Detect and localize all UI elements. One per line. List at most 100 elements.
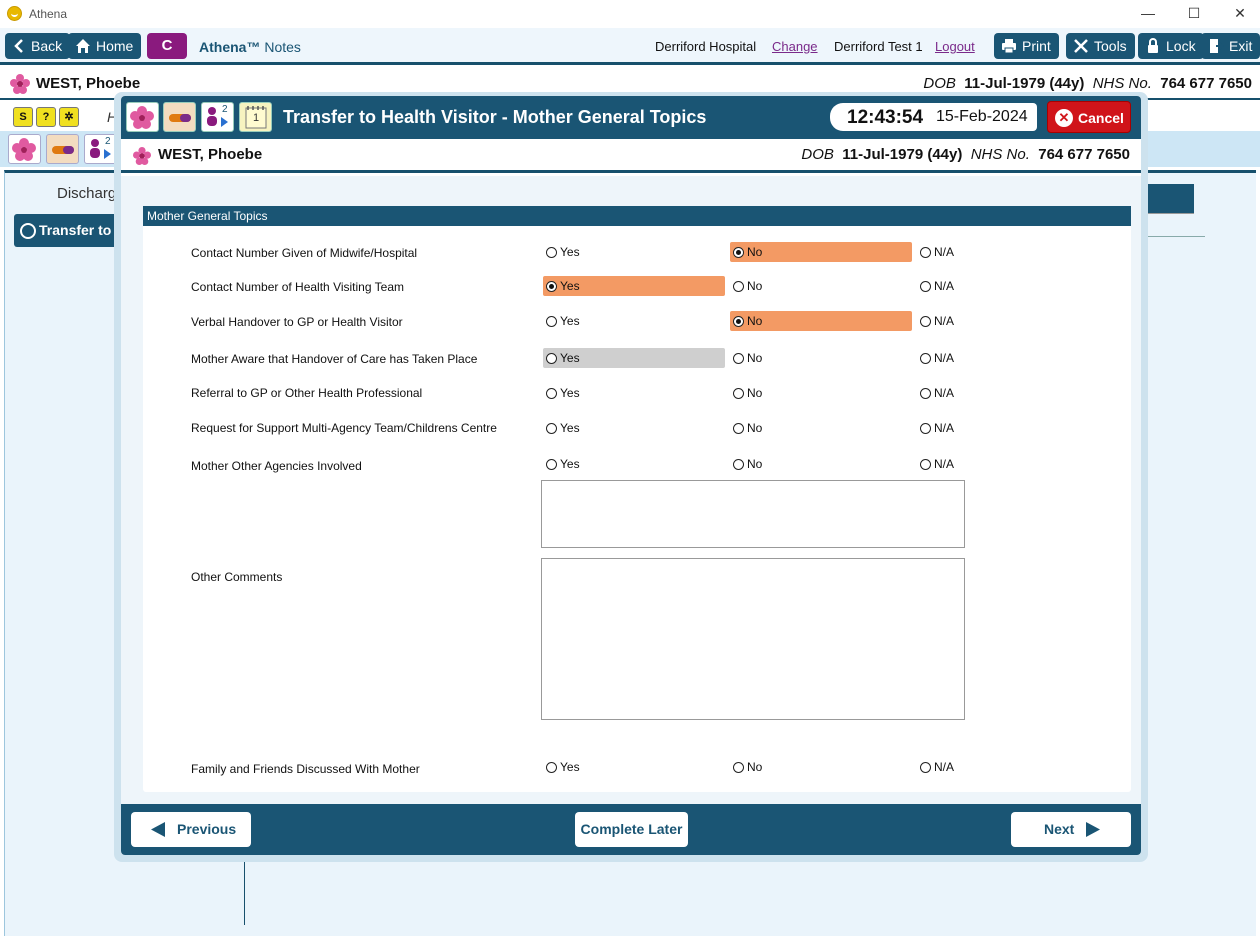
- transfer-modal: 2 1 Transfer to Health Visitor - Mother …: [114, 92, 1148, 862]
- previous-button[interactable]: Previous: [131, 812, 251, 847]
- background-right-tab: [1142, 184, 1194, 214]
- q4-na-radio[interactable]: N/A: [917, 348, 1099, 368]
- clock-display: 12:43:54 15-Feb-2024: [830, 103, 1037, 131]
- dob-value: 11-Jul-1979 (44y): [964, 75, 1085, 92]
- queue-icon-button[interactable]: 2: [201, 102, 234, 132]
- modal-panel: 2 1 Transfer to Health Visitor - Mother …: [121, 96, 1141, 855]
- tools-button[interactable]: Tools: [1066, 33, 1135, 59]
- background-divider: [1142, 236, 1205, 237]
- other-agencies-textarea[interactable]: [541, 480, 965, 548]
- settings-icon[interactable]: ✲: [59, 107, 79, 127]
- home-label: Home: [96, 38, 134, 54]
- q5-yes-radio[interactable]: Yes: [543, 383, 725, 403]
- home-icon: [76, 39, 90, 53]
- queue-quick-icon[interactable]: 2: [84, 134, 117, 164]
- section-title: Mother General Topics: [143, 206, 1131, 226]
- modal-patient-banner: WEST, Phoebe DOB 11-Jul-1979 (44y) NHS N…: [121, 139, 1141, 173]
- q4-yes-radio[interactable]: Yes: [543, 348, 725, 368]
- clock-date: 15-Feb-2024: [936, 108, 1028, 125]
- q6-na-radio[interactable]: N/A: [917, 418, 1099, 438]
- back-button[interactable]: Back: [5, 33, 71, 59]
- q6-no-radio[interactable]: No: [730, 418, 912, 438]
- chevron-left-icon: [14, 39, 23, 53]
- next-button[interactable]: Next: [1011, 812, 1131, 847]
- home-button[interactable]: Home: [68, 33, 142, 59]
- q7-na-radio[interactable]: N/A: [917, 454, 1099, 474]
- next-label: Next: [1044, 821, 1075, 837]
- background-vertical-line: [244, 855, 245, 925]
- nhs-value: 764 677 7650: [1160, 75, 1252, 92]
- cancel-button[interactable]: ✕ Cancel: [1047, 101, 1131, 133]
- flower-icon-button[interactable]: [126, 102, 159, 132]
- modal-title: Transfer to Health Visitor - Mother Gene…: [283, 107, 707, 127]
- close-window-button[interactable]: ✕: [1234, 5, 1246, 21]
- pill-icon-button[interactable]: [163, 102, 196, 132]
- exit-label: Exit: [1229, 38, 1253, 54]
- close-circle-icon: ✕: [1055, 109, 1073, 127]
- lock-button[interactable]: Lock: [1138, 33, 1204, 59]
- question-label: Mother Other Agencies Involved: [191, 459, 362, 473]
- window-titlebar: Athena — ☐ ✕: [0, 0, 1260, 28]
- minimize-button[interactable]: —: [1141, 5, 1155, 21]
- main-toolbar: Back Home C Athena™ Notes Derriford Hosp…: [0, 28, 1260, 65]
- other-comments-textarea[interactable]: [541, 558, 965, 720]
- question-label: Request for Support Multi-Agency Team/Ch…: [191, 421, 497, 435]
- q5-no-radio[interactable]: No: [730, 383, 912, 403]
- q2-na-radio[interactable]: N/A: [917, 276, 1099, 296]
- nhs-label: NHS No.: [1092, 75, 1152, 92]
- modal-nhs-value: 764 677 7650: [1038, 146, 1130, 163]
- q3-no-radio[interactable]: No: [730, 311, 912, 331]
- printer-icon: [1002, 39, 1016, 54]
- help-icon[interactable]: ?: [36, 107, 56, 127]
- family-na-radio[interactable]: N/A: [917, 757, 1099, 777]
- background-discharge-label: Discharg: [57, 185, 117, 202]
- flower-icon: [10, 74, 30, 94]
- q7-no-radio[interactable]: No: [730, 454, 912, 474]
- brand-rest: Notes: [260, 39, 301, 55]
- q5-na-radio[interactable]: N/A: [917, 383, 1099, 403]
- q2-no-radio[interactable]: No: [730, 276, 912, 296]
- q1-na-radio[interactable]: N/A: [917, 242, 1099, 262]
- note-number: 1: [253, 112, 260, 124]
- modal-patient-name: WEST, Phoebe: [158, 146, 263, 163]
- question-label: Mother Aware that Handover of Care has T…: [191, 352, 478, 366]
- brand-label: Athena™ Notes: [199, 39, 301, 55]
- maximize-button[interactable]: ☐: [1187, 5, 1201, 21]
- modal-body: Mother General Topics Contact Number Giv…: [121, 176, 1141, 804]
- brand-bold: Athena™: [199, 39, 261, 55]
- modal-footer: Previous Complete Later Next: [121, 804, 1141, 855]
- q1-no-radio[interactable]: No: [730, 242, 912, 262]
- q2-yes-radio[interactable]: Yes: [543, 276, 725, 296]
- question-label: Contact Number Given of Midwife/Hospital: [191, 246, 418, 260]
- modal-patient-dob-nhs: DOB 11-Jul-1979 (44y) NHS No. 764 677 76…: [801, 146, 1130, 163]
- notepad-icon-button[interactable]: 1: [239, 102, 272, 132]
- logout-link[interactable]: Logout: [935, 39, 975, 54]
- pill-quick-icon[interactable]: [46, 134, 79, 164]
- change-link[interactable]: Change: [772, 39, 818, 54]
- print-button[interactable]: Print: [994, 33, 1059, 59]
- q3-yes-radio[interactable]: Yes: [543, 311, 725, 331]
- exit-icon: [1210, 39, 1224, 53]
- modal-nhs-label: NHS No.: [970, 146, 1030, 163]
- complete-later-button[interactable]: Complete Later: [575, 812, 688, 847]
- lock-label: Lock: [1166, 38, 1196, 54]
- background-transfer-item[interactable]: Transfer to: [14, 214, 124, 247]
- patient-name: WEST, Phoebe: [36, 75, 141, 92]
- window-title: Athena: [29, 7, 68, 21]
- flower-quick-icon[interactable]: [8, 134, 41, 164]
- queue-badge: 2: [105, 136, 111, 147]
- queue-count: 2: [222, 104, 228, 115]
- family-no-radio[interactable]: No: [730, 757, 912, 777]
- c-button[interactable]: C: [147, 33, 187, 59]
- other-comments-label: Other Comments: [191, 570, 283, 584]
- q3-na-radio[interactable]: N/A: [917, 311, 1099, 331]
- arrow-left-icon: [151, 822, 165, 837]
- q1-yes-radio[interactable]: Yes: [543, 242, 725, 262]
- exit-button[interactable]: Exit: [1201, 33, 1260, 59]
- family-yes-radio[interactable]: Yes: [543, 757, 725, 777]
- q6-yes-radio[interactable]: Yes: [543, 418, 725, 438]
- s-badge-icon[interactable]: S: [13, 107, 33, 127]
- q4-no-radio[interactable]: No: [730, 348, 912, 368]
- lock-icon: [1148, 38, 1158, 53]
- q7-yes-radio[interactable]: Yes: [543, 454, 725, 474]
